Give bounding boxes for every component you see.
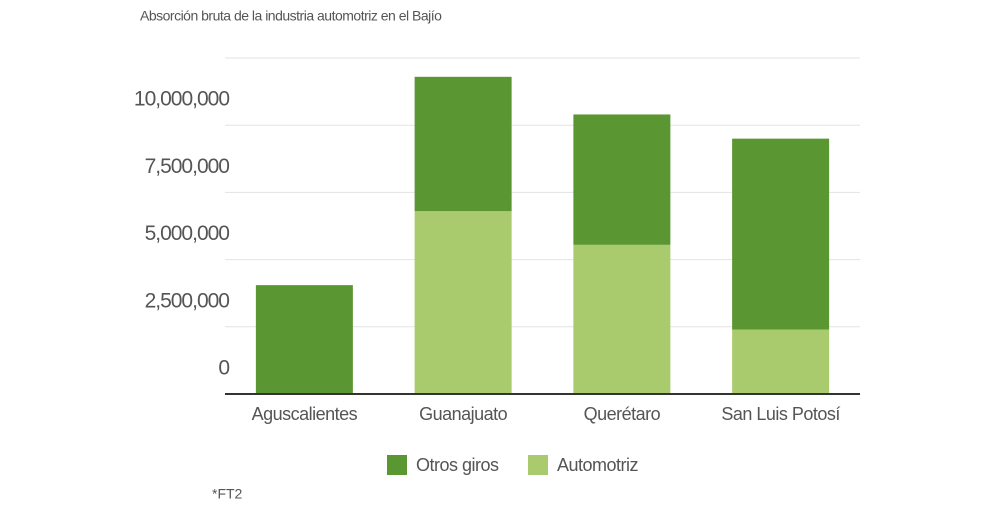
bar-segment xyxy=(732,329,830,394)
x-tick-label: Querétaro xyxy=(584,404,661,424)
footnote: *FT2 xyxy=(212,486,243,502)
y-tick-label: 0 xyxy=(218,357,229,380)
x-tick-label: Guanajuato xyxy=(419,404,508,424)
y-tick-label: 10,000,000 xyxy=(134,88,229,111)
bar-segment xyxy=(414,76,512,212)
bar-segment xyxy=(732,138,830,330)
x-tick-label: San Luis Potosí xyxy=(721,404,840,424)
bar-segment xyxy=(573,114,671,245)
legend-label: Automotriz xyxy=(557,455,639,475)
legend-swatch xyxy=(387,455,407,475)
bar-segment xyxy=(573,244,671,394)
y-tick-label: 7,500,000 xyxy=(145,155,230,178)
x-tick-label: Aguscalientes xyxy=(252,404,358,424)
chart-title: Absorción bruta de la industria automotr… xyxy=(140,8,442,24)
legend-label: Otros giros xyxy=(416,455,499,475)
bar-segment xyxy=(255,285,353,394)
bar-segment xyxy=(414,211,512,394)
y-tick-label: 2,500,000 xyxy=(145,289,230,312)
y-tick-label: 5,000,000 xyxy=(145,222,230,245)
legend-swatch xyxy=(528,455,548,475)
